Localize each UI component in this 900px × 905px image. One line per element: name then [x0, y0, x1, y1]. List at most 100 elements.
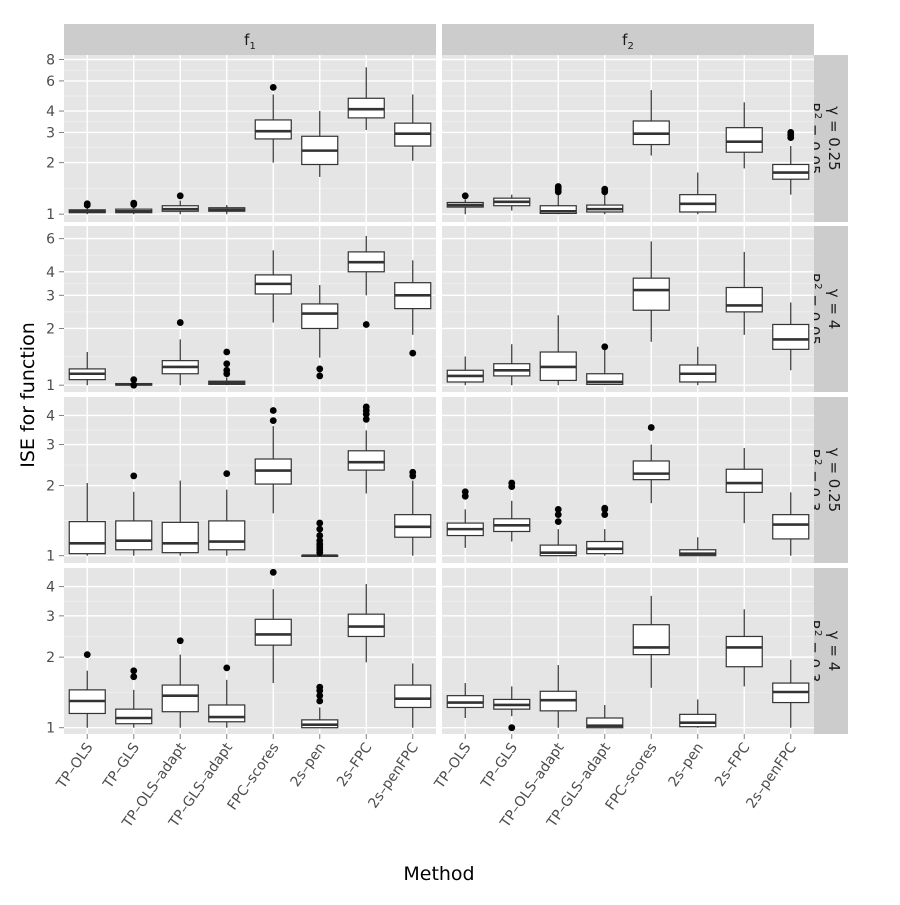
y-axis-title: ISE for function: [17, 322, 39, 468]
column-strip-base: f: [622, 31, 628, 49]
column-strip: [64, 24, 436, 55]
outlier-point: [554, 183, 562, 190]
outlier-point: [508, 479, 516, 487]
box-iqr: [394, 684, 432, 709]
outlier-point: [601, 511, 609, 519]
y-tick-label: 2: [46, 156, 55, 172]
row-strip-r2-sup: 2: [812, 459, 823, 465]
outlier-point: [223, 366, 231, 374]
box-iqr: [208, 520, 246, 551]
outlier-point: [176, 192, 184, 200]
panel: [442, 226, 814, 392]
y-tick-label: 4: [46, 580, 55, 596]
outlier-point: [409, 468, 417, 476]
y-tick-label: 8: [46, 53, 55, 69]
box-iqr: [632, 277, 670, 311]
outlier-point: [130, 673, 138, 681]
row-strip-gamma: γ = 0.25: [825, 106, 843, 170]
outlier-point: [647, 424, 655, 431]
outlier-point: [316, 692, 324, 700]
y-tick-label: 1: [46, 378, 55, 394]
y-tick-label: 4: [46, 104, 55, 120]
outlier-point: [269, 568, 277, 576]
box-iqr: [254, 119, 292, 140]
outlier-point: [601, 504, 609, 512]
outlier-point: [130, 199, 138, 207]
y-tick-label: 1: [46, 721, 55, 737]
box-iqr: [254, 618, 292, 646]
box-iqr: [115, 520, 153, 551]
column-strip-sub: 1: [249, 41, 255, 52]
outlier-point: [223, 360, 231, 368]
box-iqr: [68, 521, 106, 555]
box-iqr: [115, 708, 153, 725]
y-tick-label: 4: [46, 408, 55, 424]
y-tick-label: 6: [46, 74, 55, 90]
box-iqr: [772, 514, 810, 540]
outlier-point: [316, 525, 324, 533]
box-iqr: [632, 460, 670, 481]
panel: [64, 55, 436, 222]
row-strip: [814, 397, 848, 563]
x-tick-label: TP–OLS: [431, 740, 474, 792]
box-iqr: [725, 127, 763, 153]
y-tick-label: 3: [46, 438, 55, 454]
outlier-point: [223, 470, 231, 478]
outlier-point: [269, 407, 277, 414]
panel-background: [64, 55, 436, 222]
box-iqr: [347, 450, 385, 471]
row-strip-r2-sup: 2: [812, 283, 823, 289]
column-strip-label: f2: [622, 31, 634, 52]
panel: [442, 568, 814, 734]
x-tick-label: 2s–FPC: [712, 740, 754, 790]
x-axis-title: Method: [403, 863, 474, 885]
panel: [64, 226, 436, 392]
outlier-point: [130, 667, 138, 675]
row-strip: [814, 226, 848, 392]
x-tick-label: 2s–pen: [665, 740, 707, 790]
row-strip-r2-sup: 2: [812, 113, 823, 119]
outlier-point: [316, 532, 324, 539]
y-tick-label: 2: [46, 650, 55, 666]
y-tick-label: 2: [46, 321, 55, 337]
outlier-point: [176, 637, 184, 645]
y-tick-label: 6: [46, 232, 55, 248]
box-iqr: [725, 468, 763, 493]
outlier-point: [83, 200, 91, 208]
outlier-point: [223, 348, 231, 356]
x-tick-label: TP–OLS: [53, 740, 96, 792]
y-tick-label: 1: [46, 549, 55, 565]
outlier-point: [83, 651, 91, 659]
box-iqr: [679, 713, 717, 728]
outlier-point: [601, 185, 609, 193]
outlier-point: [176, 319, 184, 326]
box-iqr: [161, 684, 199, 713]
outlier-point: [130, 381, 138, 389]
outlier-point: [130, 472, 138, 480]
column-strip-label: f1: [244, 31, 256, 52]
outlier-point: [409, 349, 417, 357]
panel-background: [64, 568, 436, 734]
y-tick-label: 3: [46, 125, 55, 141]
panel: [64, 568, 436, 734]
row-strip-gamma: γ = 4: [825, 631, 843, 672]
box-iqr: [161, 521, 199, 554]
outlier-point: [316, 697, 324, 705]
outlier-point: [362, 415, 370, 423]
y-tick-label: 3: [46, 288, 55, 304]
outlier-point: [554, 518, 562, 526]
outlier-point: [362, 321, 370, 328]
y-tick-label: 2: [46, 479, 55, 495]
column-strip-sub: 2: [627, 41, 633, 52]
x-tick-label: 2s–pen: [287, 740, 329, 790]
row-strip-gamma: γ = 0.25: [825, 448, 843, 512]
outlier-point: [554, 505, 562, 513]
panel: [442, 397, 814, 563]
outlier-point: [316, 537, 324, 545]
outlier-point: [461, 488, 469, 496]
outlier-point: [787, 129, 795, 136]
row-strip-gamma: γ = 4: [825, 289, 843, 330]
panel: [64, 397, 436, 563]
